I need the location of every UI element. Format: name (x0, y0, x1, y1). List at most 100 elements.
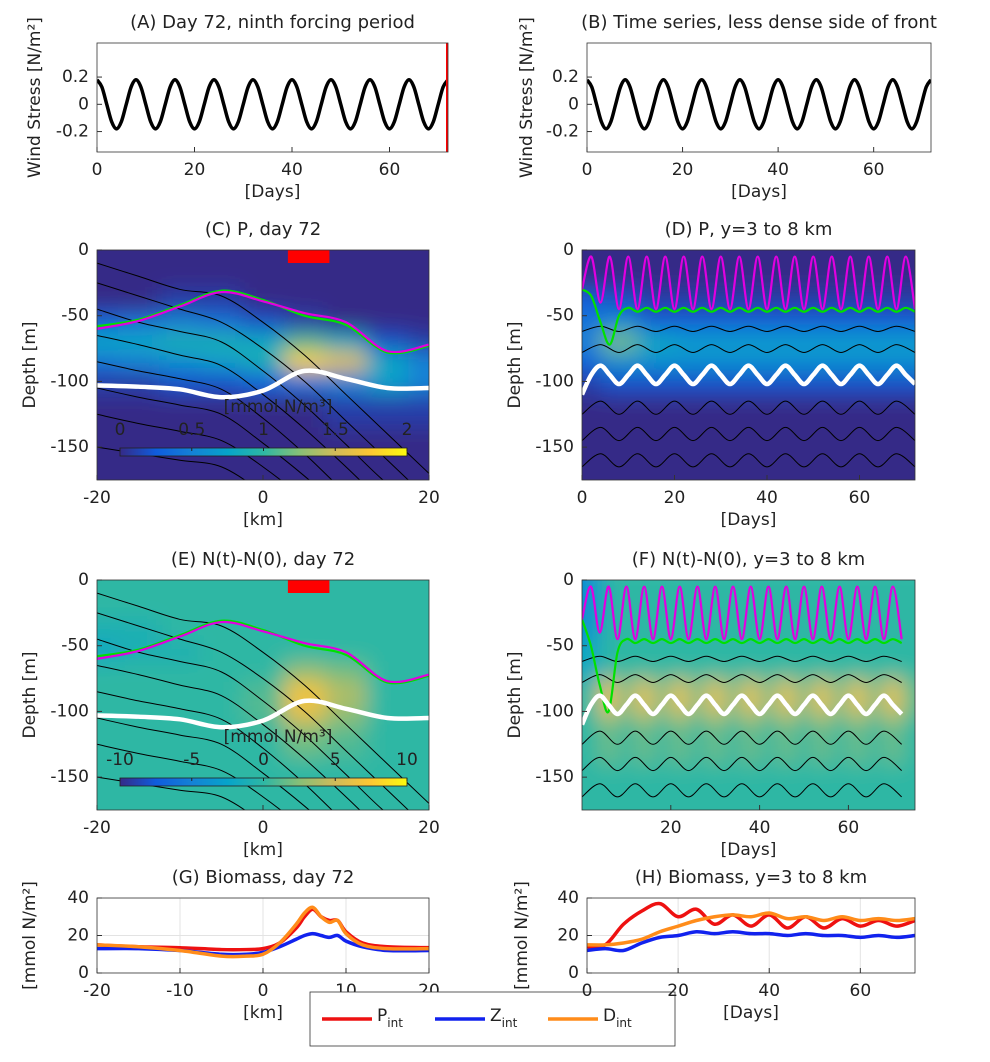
profile-line (97, 368, 429, 400)
legend-name: Z (490, 1006, 502, 1026)
heatmap-cell (866, 718, 885, 765)
x-axis-label: [km] (243, 840, 283, 860)
heatmap-cell (117, 619, 160, 644)
y-tick-label: 20 (67, 926, 89, 946)
heatmap-cell (670, 764, 690, 810)
x-axis-label: [Days] (723, 1003, 779, 1023)
heatmap-cell (617, 764, 636, 810)
plot-area (582, 580, 915, 810)
heatmap-cell (785, 312, 824, 333)
heatmap-cell (283, 681, 326, 703)
heatmap-cell (242, 394, 285, 429)
heatmap-cell (859, 351, 898, 373)
profile-line (97, 619, 429, 685)
heatmap-cell (97, 580, 119, 621)
y-tick-label: 0 (563, 240, 574, 260)
heatmap-cell (97, 427, 119, 480)
heatmap-cell (896, 394, 915, 429)
contour-line (97, 664, 361, 810)
heatmap-cell (283, 371, 326, 396)
heatmap-cell (711, 427, 750, 480)
contour-line (97, 361, 333, 480)
heatmap-cell (748, 332, 787, 353)
y-tick-label: 0 (78, 240, 89, 260)
heatmap-cell (242, 580, 285, 621)
heatmap-cell (896, 250, 915, 291)
heatmap-cell (283, 332, 326, 353)
colorbar-tick-label: 2 (402, 420, 413, 440)
contour-line (97, 387, 310, 480)
heatmap-cell (822, 312, 861, 333)
heatmap-cell (159, 394, 202, 429)
heatmap-cell (859, 394, 898, 429)
x-tick-label: -20 (83, 981, 111, 1001)
heatmap-cell (366, 312, 409, 333)
y-tick-label: 0 (568, 94, 579, 114)
y-tick-label: -150 (50, 767, 89, 787)
heatmap-cell (896, 289, 915, 314)
heatmap-cell (408, 619, 429, 644)
colorbar-label: [mmol N/m³] (224, 397, 333, 417)
heatmap-cell (901, 764, 915, 810)
heatmap-cell (117, 250, 160, 291)
y-tick-label: 0 (563, 570, 574, 590)
heatmap-cell (242, 681, 285, 703)
heatmap-cell (117, 351, 160, 373)
heatmap-cell (159, 289, 202, 314)
y-tick-label: 0 (78, 963, 89, 983)
y-axis-label: [mmol N/m²] (20, 881, 40, 990)
profile-line (97, 290, 429, 354)
heatmap (97, 580, 429, 810)
heatmap-cell (582, 250, 602, 291)
heatmap-cell (637, 332, 676, 353)
x-tick-label: 20 (664, 488, 686, 508)
heatmap-cell (822, 351, 861, 373)
y-axis-label: Depth [m] (20, 651, 40, 738)
heatmap-cell (408, 724, 429, 759)
heatmap-cell (795, 764, 814, 810)
y-axis-label: Depth [m] (20, 321, 40, 408)
heatmap-cell (97, 619, 119, 644)
heatmap-cell (408, 427, 429, 480)
heatmap-cell (674, 427, 713, 480)
plot-area (97, 580, 429, 810)
heatmap-cell (812, 718, 832, 765)
colorbar-tick-label: 5 (330, 750, 341, 770)
heatmap-cell (408, 662, 429, 683)
heatmap-cell (777, 718, 796, 765)
heatmap-cell (159, 662, 202, 683)
heatmap-cell (748, 351, 787, 373)
x-tick-label: 60 (849, 488, 871, 508)
x-tick-label: 60 (379, 160, 401, 180)
contour-line (97, 743, 282, 810)
legend-subscript: int (387, 1016, 403, 1030)
y-tick-label: 0 (78, 570, 89, 590)
y-tick-label: -100 (50, 701, 89, 721)
chart-title: (E) N(t)-N(0), day 72 (171, 549, 355, 570)
heatmap-cell (582, 394, 602, 429)
heatmap-cell (242, 662, 285, 683)
heatmap-cell (408, 289, 429, 314)
heatmap-cell (688, 718, 707, 765)
x-tick-label: 60 (850, 981, 872, 1001)
colorbar-tick-label: 0.5 (178, 420, 205, 440)
x-tick-label: 20 (672, 160, 694, 180)
heatmap-cell (600, 332, 639, 353)
x-tick-label: 0 (582, 981, 593, 1001)
heatmap-cell (408, 580, 429, 621)
legend-name: D (603, 1006, 616, 1026)
heatmap-cell (325, 332, 368, 353)
colorbar-tick-label: 0 (258, 750, 269, 770)
heatmap-cell (200, 681, 243, 703)
heatmap-cell (117, 662, 160, 683)
x-axis-label: [Days] (731, 182, 787, 202)
heatmap-cell (582, 427, 602, 480)
axes-frame (96, 42, 449, 153)
heatmap-cell (711, 351, 750, 373)
chart-title: (F) N(t)-N(0), y=3 to 8 km (632, 549, 865, 570)
heatmap-cell (366, 724, 409, 759)
x-tick-label: 20 (667, 981, 689, 1001)
colorbar-label: [mmol N/m³] (224, 727, 333, 747)
profile-line (97, 289, 429, 355)
heatmap-cell (795, 718, 814, 765)
